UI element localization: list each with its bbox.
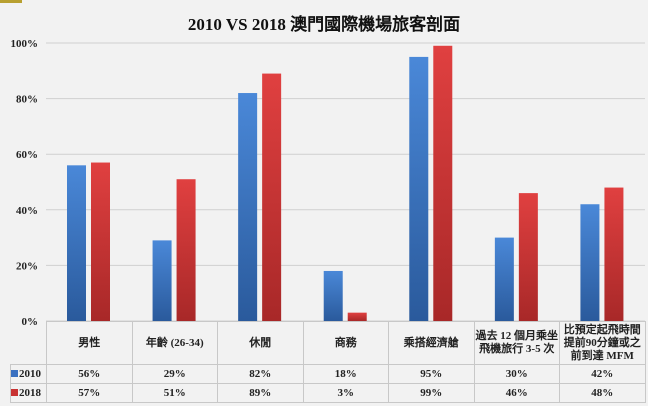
data-label: 51% bbox=[131, 383, 218, 403]
bar-2018-0 bbox=[91, 162, 110, 321]
legend-swatch bbox=[11, 388, 18, 396]
data-label: 46% bbox=[473, 383, 560, 403]
data-label: 30% bbox=[473, 364, 560, 384]
data-label: 42% bbox=[559, 364, 646, 384]
bar-2018-6 bbox=[604, 187, 624, 321]
bar-2018-5 bbox=[518, 193, 538, 321]
data-label: 95% bbox=[388, 364, 475, 384]
corner-cell bbox=[11, 322, 47, 365]
data-label: 56% bbox=[46, 364, 133, 384]
data-label: 57% bbox=[46, 383, 133, 403]
category-label: 男性 bbox=[46, 321, 133, 365]
data-label: 48% bbox=[559, 383, 646, 403]
category-label: 商務 bbox=[302, 321, 389, 365]
bar-2018-2 bbox=[262, 73, 282, 321]
category-label: 年齡 (26-34) bbox=[131, 321, 218, 365]
category-label: 比預定起飛時間提前90分鐘或之前到達 MFM bbox=[559, 321, 646, 365]
bar-2018-1 bbox=[176, 179, 196, 321]
category-label: 休閒 bbox=[217, 321, 304, 365]
legend-entry-2010: 2010 bbox=[10, 364, 47, 384]
data-table: 男性 年齡 (26-34) 休閒 商務 乘搭經濟艙 過去 12 個月乘坐飛機旅行 3-5 … bbox=[10, 321, 646, 403]
data-label: 99% bbox=[388, 383, 475, 403]
data-label: 29% bbox=[131, 364, 218, 384]
category-label: 過去 12 個月乘坐飛機旅行 3-5 次 bbox=[473, 321, 560, 365]
y-tick-label: 60% bbox=[16, 149, 38, 161]
bar-2018-3 bbox=[347, 312, 367, 321]
data-label: 89% bbox=[217, 383, 304, 403]
bar-2010-4 bbox=[409, 56, 429, 322]
corner-mark bbox=[0, 0, 22, 3]
bar-2010-6 bbox=[580, 204, 600, 321]
y-tick-label: 100% bbox=[11, 38, 39, 50]
bar-2010-2 bbox=[238, 93, 258, 321]
legend-entry-2018: 2018 bbox=[10, 383, 47, 403]
bar-2010-3 bbox=[323, 270, 343, 321]
y-tick-label: 80% bbox=[16, 94, 38, 106]
legend-swatch bbox=[11, 369, 18, 377]
y-tick-label: 40% bbox=[16, 205, 38, 217]
category-label: 乘搭經濟艙 bbox=[388, 321, 475, 365]
series-name: 2010 bbox=[19, 367, 41, 380]
data-label: 82% bbox=[217, 364, 304, 384]
data-label: 18% bbox=[302, 364, 389, 384]
data-label: 3% bbox=[302, 383, 389, 403]
bar-2010-0 bbox=[67, 165, 86, 321]
chart-title: 2010 VS 2018 澳門國際機場旅客剖面 bbox=[187, 15, 461, 34]
bar-2010-5 bbox=[494, 237, 514, 321]
bar-2018-4 bbox=[433, 45, 453, 321]
y-tick-label: 20% bbox=[16, 260, 38, 272]
series-name: 2018 bbox=[19, 386, 41, 399]
bar-2010-1 bbox=[152, 240, 172, 321]
y-tick-label: 0% bbox=[22, 316, 39, 328]
